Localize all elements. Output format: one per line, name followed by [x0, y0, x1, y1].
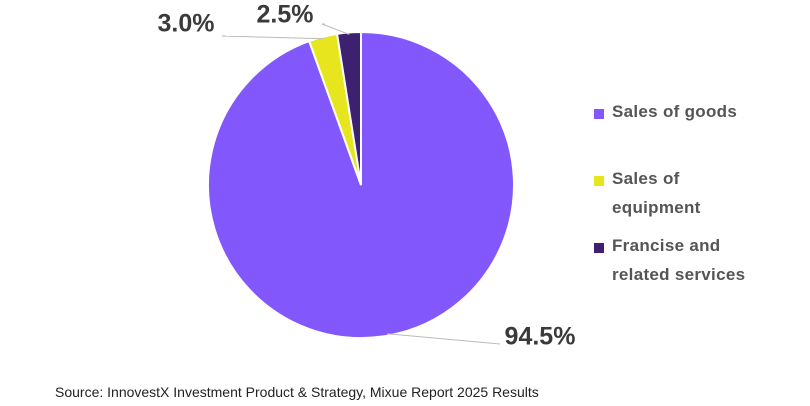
data-label: 2.5% [257, 1, 314, 29]
leader-line [386, 333, 501, 345]
leader-line [221, 35, 324, 40]
legend-label: Sales of equipment [612, 169, 701, 217]
legend-label: Sales of goods [612, 102, 738, 121]
legend-item: Sales of goods [594, 102, 772, 126]
legend-item: Sales of equipment [594, 169, 772, 222]
data-label: 3.0% [158, 10, 215, 38]
legend-swatch [594, 176, 604, 186]
source-note: Source: InnovestX Investment Product & S… [55, 384, 539, 400]
leader-line [321, 23, 350, 35]
legend-swatch [594, 243, 604, 253]
legend-label: Francise and related services [612, 236, 746, 284]
legend-swatch [594, 109, 604, 119]
legend-item: Francise and related services [594, 236, 772, 289]
data-label: 94.5% [505, 323, 576, 351]
pie-slice [335, 30, 362, 186]
